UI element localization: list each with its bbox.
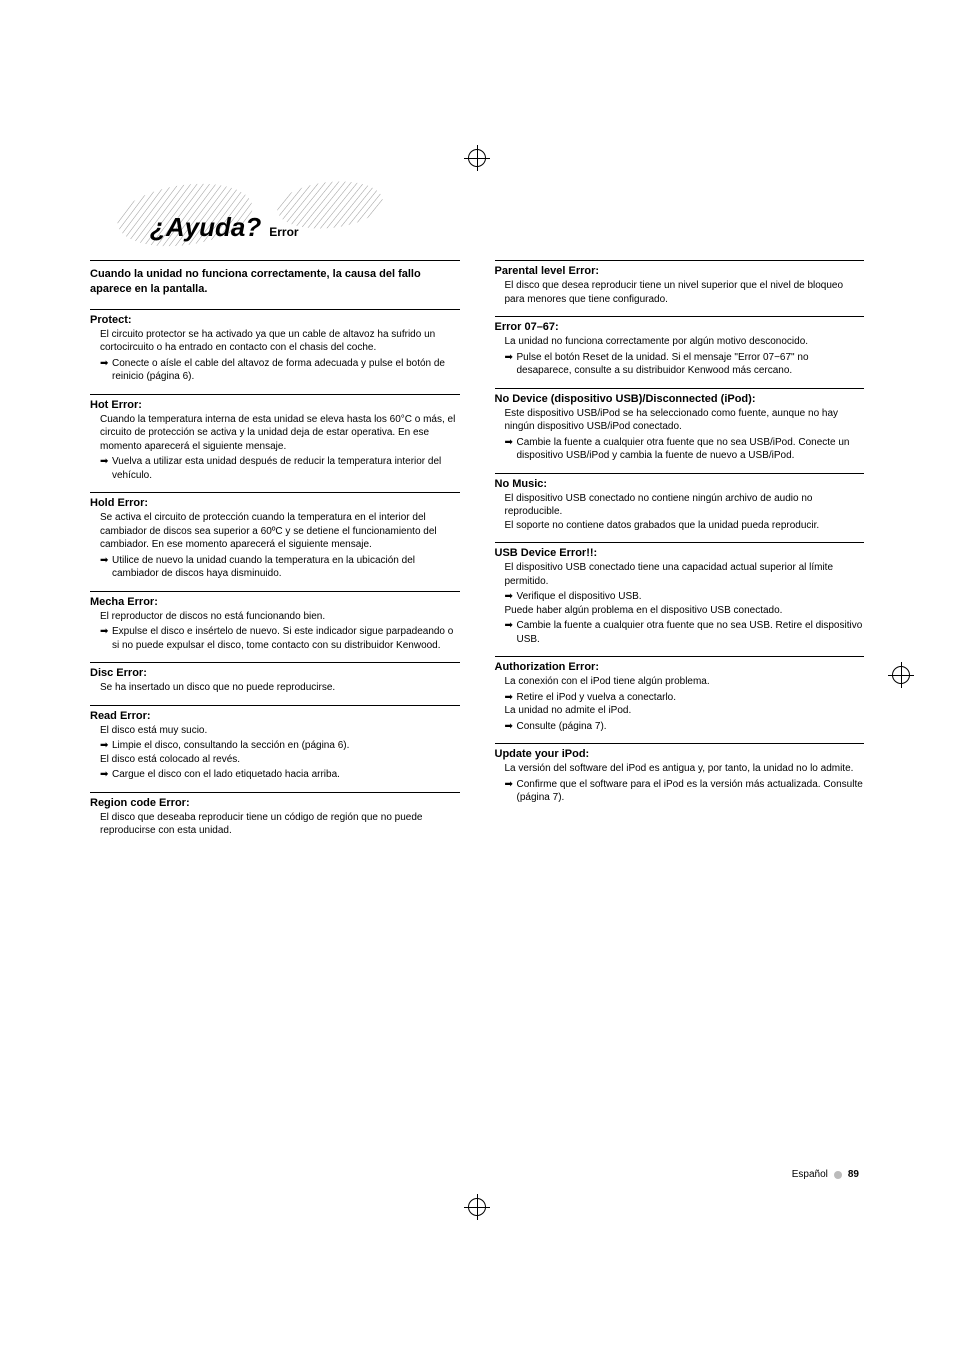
section-body: El soporte no contiene datos grabados qu… xyxy=(495,519,865,533)
action-text: Confirme que el software para el iPod es… xyxy=(517,778,865,805)
section-body: Este dispositivo USB/iPod se ha seleccio… xyxy=(495,407,865,434)
section-body: La unidad no admite el iPod. xyxy=(495,704,865,718)
action-item: ➡Utilice de nuevo la unidad cuando la te… xyxy=(90,554,460,581)
section-body: El disco está muy sucio. xyxy=(90,724,460,738)
section-body: El disco que desea reproducir tiene un n… xyxy=(495,279,865,306)
arrow-icon: ➡ xyxy=(100,739,112,753)
action-item: ➡Cambie la fuente a cualquier otra fuent… xyxy=(495,619,865,646)
action-text: Cambie la fuente a cualquier otra fuente… xyxy=(517,619,865,646)
section-title: Disc Error: xyxy=(90,667,460,679)
error-section: No Device (dispositivo USB)/Disconnected… xyxy=(495,388,865,463)
arrow-icon: ➡ xyxy=(505,351,517,365)
action-text: Conecte o aísle el cable del altavoz de … xyxy=(112,357,460,384)
section-title: Update your iPod: xyxy=(495,748,865,760)
section-title: Parental level Error: xyxy=(495,265,865,277)
action-item: ➡Limpie el disco, consultando la sección… xyxy=(90,739,460,753)
error-section: Read Error:El disco está muy sucio.➡Limp… xyxy=(90,705,460,782)
error-section: Error 07–67: La unidad no funciona correc… xyxy=(495,316,865,378)
arrow-icon: ➡ xyxy=(505,720,517,734)
action-item: ➡Verifique el dispositivo USB. xyxy=(495,590,865,604)
action-item: ➡Vuelva a utilizar esta unidad después d… xyxy=(90,455,460,482)
right-column: Parental level Error: El disco que desea … xyxy=(495,260,865,848)
section-body: Se activa el circuito de protección cuan… xyxy=(90,511,460,552)
error-section: No Music: El dispositivo USB conectado no… xyxy=(495,473,865,533)
action-text: Consulte (página 7). xyxy=(517,720,607,734)
error-section: Hot Error: Cuando la temperatura interna … xyxy=(90,394,460,483)
action-text: Vuelva a utilizar esta unidad después de… xyxy=(112,455,460,482)
left-column: Cuando la unidad no funciona correctamen… xyxy=(90,260,460,848)
error-section: Hold Error: Se activa el circuito de prot… xyxy=(90,492,460,581)
action-text: Expulse el disco e insértelo de nuevo. S… xyxy=(112,625,460,652)
arrow-icon: ➡ xyxy=(100,768,112,782)
section-title: Protect: xyxy=(90,314,460,326)
action-text: Verifique el dispositivo USB. xyxy=(517,590,642,604)
section-title: Authorization Error: xyxy=(495,661,865,673)
section-title: Hold Error: xyxy=(90,497,460,509)
section-title: No Music: xyxy=(495,478,865,490)
section-body: La versión del software del iPod es anti… xyxy=(495,762,865,776)
arrow-icon: ➡ xyxy=(505,691,517,705)
action-item: ➡Conecte o aísle el cable del altavoz de… xyxy=(90,357,460,384)
action-item: ➡Cargue el disco con el lado etiquetado … xyxy=(90,768,460,782)
action-text: Utilice de nuevo la unidad cuando la tem… xyxy=(112,554,460,581)
section-body: El reproductor de discos no está funcion… xyxy=(90,610,460,624)
arrow-icon: ➡ xyxy=(100,625,112,639)
section-title: No Device (dispositivo USB)/Disconnected… xyxy=(495,393,865,405)
arrow-icon: ➡ xyxy=(100,357,112,371)
error-section: Authorization Error: La conexión con el i… xyxy=(495,656,865,733)
content-columns: Cuando la unidad no funciona correctamen… xyxy=(90,260,864,848)
footer-lang: Español xyxy=(792,1169,828,1180)
section-body: Cuando la temperatura interna de esta un… xyxy=(90,413,460,454)
error-section: Update your iPod: La versión del software… xyxy=(495,743,865,805)
error-section: USB Device Error!!: El dispositivo USB co… xyxy=(495,542,865,646)
error-section: Protect: El circuito protector se ha acti… xyxy=(90,309,460,384)
arrow-icon: ➡ xyxy=(100,455,112,469)
error-section: Parental level Error: El disco que desea … xyxy=(495,260,865,306)
section-title: Error 07–67: xyxy=(495,321,865,333)
section-body: El dispositivo USB conectado no contiene… xyxy=(495,492,865,519)
action-item: ➡Consulte (página 7). xyxy=(495,720,865,734)
section-title: Region code Error: xyxy=(90,797,460,809)
section-body: La unidad no funciona correctamente por … xyxy=(495,335,865,349)
action-item: ➡Cambie la fuente a cualquier otra fuent… xyxy=(495,436,865,463)
section-body: La conexión con el iPod tiene algún prob… xyxy=(495,675,865,689)
section-body: El disco que deseaba reproducir tiene un… xyxy=(90,811,460,838)
action-item: ➡Confirme que el software para el iPod e… xyxy=(495,778,865,805)
section-title: USB Device Error!!: xyxy=(495,547,865,559)
action-item: ➡Expulse el disco e insértelo de nuevo. … xyxy=(90,625,460,652)
error-section: Mecha Error: El reproductor de discos no … xyxy=(90,591,460,653)
section-body: El dispositivo USB conectado tiene una c… xyxy=(495,561,865,588)
page-footer: Español 89 xyxy=(792,1169,859,1180)
action-text: Retire el iPod y vuelva a conectarlo. xyxy=(517,691,677,705)
footer-page-number: 89 xyxy=(848,1169,859,1180)
intro-block: Cuando la unidad no funciona correctamen… xyxy=(90,260,460,297)
footer-bullet-icon xyxy=(834,1171,842,1179)
section-title: Read Error: xyxy=(90,710,460,722)
arrow-icon: ➡ xyxy=(505,590,517,604)
crop-mark-bottom xyxy=(464,1194,490,1220)
error-section: Region code Error: El disco que deseaba r… xyxy=(90,792,460,838)
action-text: Cambie la fuente a cualquier otra fuente… xyxy=(517,436,865,463)
action-item: ➡Pulse el botón Reset de la unidad. Si e… xyxy=(495,351,865,378)
section-body: Se ha insertado un disco que no puede re… xyxy=(90,681,460,695)
arrow-icon: ➡ xyxy=(505,436,517,450)
action-text: Cargue el disco con el lado etiquetado h… xyxy=(112,768,340,782)
section-title: Hot Error: xyxy=(90,399,460,411)
action-text: Pulse el botón Reset de la unidad. Si el… xyxy=(517,351,865,378)
section-title: Mecha Error: xyxy=(90,596,460,608)
section-body: El circuito protector se ha activado ya … xyxy=(90,328,460,355)
arrow-icon: ➡ xyxy=(100,554,112,568)
section-body: Puede haber algún problema en el disposi… xyxy=(495,604,865,618)
intro-text: Cuando la unidad no funciona correctamen… xyxy=(90,267,460,297)
action-item: ➡Retire el iPod y vuelva a conectarlo. xyxy=(495,691,865,705)
arrow-icon: ➡ xyxy=(505,778,517,792)
error-section: Disc Error: Se ha insertado un disco que … xyxy=(90,662,460,695)
action-text: Limpie el disco, consultando la sección … xyxy=(112,739,349,753)
arrow-icon: ➡ xyxy=(505,619,517,633)
section-body: El disco está colocado al revés. xyxy=(90,753,460,767)
